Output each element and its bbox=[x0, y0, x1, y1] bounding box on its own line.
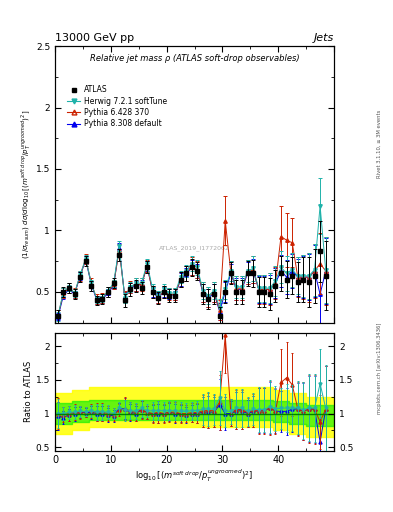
Text: Jets: Jets bbox=[314, 33, 334, 43]
Y-axis label: $(1/\sigma_{resum})$ $d\sigma/d\log_{10}[(m^{soft\ drop}/p_T^{ungroomed})^2]$: $(1/\sigma_{resum})$ $d\sigma/d\log_{10}… bbox=[20, 110, 33, 259]
Text: ATLAS_2019_I1772062: ATLAS_2019_I1772062 bbox=[159, 245, 230, 251]
Legend: ATLAS, Herwig 7.2.1 softTune, Pythia 6.428 370, Pythia 8.308 default: ATLAS, Herwig 7.2.1 softTune, Pythia 6.4… bbox=[64, 82, 171, 131]
Text: 13000 GeV pp: 13000 GeV pp bbox=[55, 33, 134, 43]
Text: Relative jet mass ρ (ATLAS soft-drop observables): Relative jet mass ρ (ATLAS soft-drop obs… bbox=[90, 54, 299, 63]
X-axis label: $\log_{10}[(m^{soft\ drop}/p_T^{ungroomed})^2]$: $\log_{10}[(m^{soft\ drop}/p_T^{ungroome… bbox=[136, 468, 253, 484]
Text: Rivet 3.1.10, ≥ 3M events: Rivet 3.1.10, ≥ 3M events bbox=[377, 109, 382, 178]
Text: mcplots.cern.ch [arXiv:1306.3436]: mcplots.cern.ch [arXiv:1306.3436] bbox=[377, 323, 382, 414]
Y-axis label: Ratio to ATLAS: Ratio to ATLAS bbox=[24, 361, 33, 422]
